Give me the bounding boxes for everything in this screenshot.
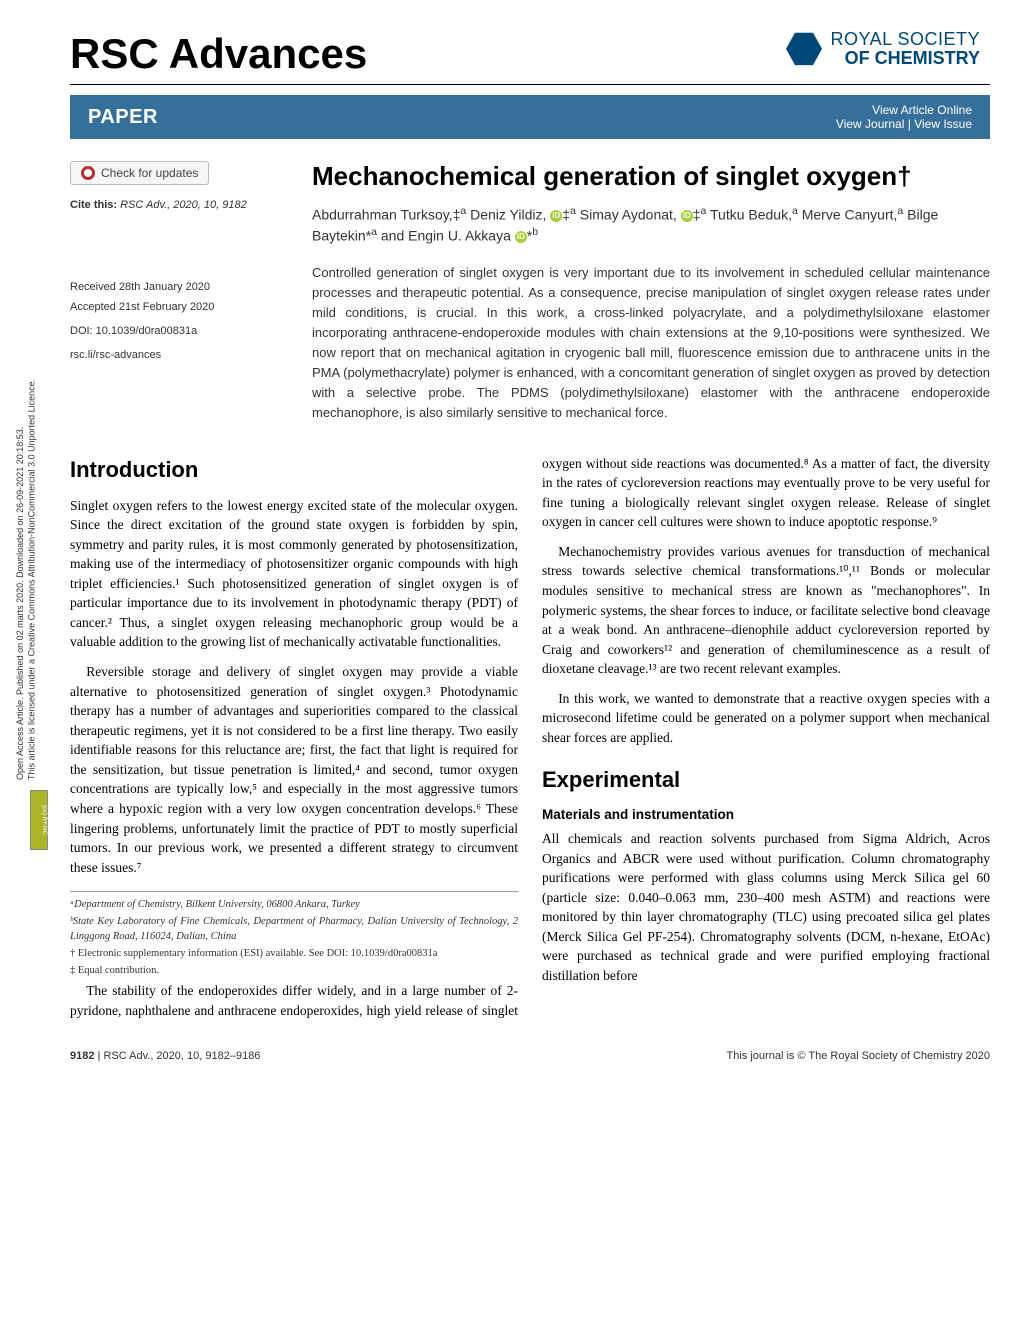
left-meta-column: Check for updates Cite this: RSC Adv., 2… bbox=[70, 161, 290, 424]
crossmark-icon bbox=[81, 166, 95, 180]
citation: Cite this: RSC Adv., 2020, 10, 9182 bbox=[70, 199, 290, 211]
cite-rest: RSC Adv., 2020, 10, 9182 bbox=[117, 199, 247, 211]
view-article-link[interactable]: View Article Online bbox=[872, 103, 972, 117]
intro-paragraph: Reversible storage and delivery of singl… bbox=[70, 662, 518, 877]
affiliation-b: ᵇState Key Laboratory of Fine Chemicals,… bbox=[70, 915, 518, 943]
page-footer: 9182 | RSC Adv., 2020, 10, 9182–9186 Thi… bbox=[70, 1050, 990, 1092]
received-date: Received 28th January 2020 bbox=[70, 281, 290, 293]
intro-paragraph: Singlet oxygen refers to the lowest ener… bbox=[70, 496, 518, 653]
footnote-dagger: † Electronic supplementary information (… bbox=[70, 947, 518, 961]
view-journal-link[interactable]: View Journal bbox=[836, 117, 904, 131]
license-sidebar: Open Access Article. Published on 02 mar… bbox=[15, 280, 35, 780]
intro-paragraph: In this work, we wanted to demonstrate t… bbox=[542, 689, 990, 748]
page-number: 9182 bbox=[70, 1050, 94, 1062]
intro-paragraph: Mechanochemistry provides various avenue… bbox=[542, 542, 990, 679]
divider bbox=[70, 84, 990, 85]
experimental-subheading: Materials and instrumentation bbox=[542, 805, 990, 825]
affiliation-a: ᵃDepartment of Chemistry, Bilkent Univer… bbox=[70, 898, 518, 912]
body-columns: Introduction Singlet oxygen refers to th… bbox=[70, 454, 990, 1021]
cc-badge: (cc) BY-NC bbox=[30, 790, 48, 850]
publisher-line1: ROYAL SOCIETY bbox=[830, 30, 980, 49]
author-list: Abdurrahman Turksoy,‡a Deniz Yildiz, iD‡… bbox=[312, 204, 990, 247]
footer-copyright: This journal is © The Royal Society of C… bbox=[727, 1050, 990, 1062]
license-line2: This article is licensed under a Creativ… bbox=[27, 379, 37, 780]
doi: DOI: 10.1039/d0ra00831a bbox=[70, 325, 290, 337]
right-header-column: Mechanochemical generation of singlet ox… bbox=[312, 161, 990, 424]
footer-left: 9182 | RSC Adv., 2020, 10, 9182–9186 bbox=[70, 1050, 260, 1062]
article-title: Mechanochemical generation of singlet ox… bbox=[312, 161, 990, 192]
accepted-date: Accepted 21st February 2020 bbox=[70, 301, 290, 313]
check-updates-label: Check for updates bbox=[101, 166, 198, 180]
hexagon-icon bbox=[786, 31, 822, 67]
abstract: Controlled generation of singlet oxygen … bbox=[312, 263, 990, 424]
cite-prefix: Cite this: bbox=[70, 199, 117, 211]
article-type-bar: PAPER View Article Online View Journal |… bbox=[70, 95, 990, 139]
check-updates-button[interactable]: Check for updates bbox=[70, 161, 209, 185]
affiliations-footnotes: ᵃDepartment of Chemistry, Bilkent Univer… bbox=[70, 891, 518, 978]
experimental-paragraph: All chemicals and reaction solvents purc… bbox=[542, 829, 990, 986]
publisher-logo: ROYAL SOCIETY OF CHEMISTRY bbox=[786, 30, 980, 68]
experimental-heading: Experimental bbox=[542, 764, 990, 796]
publisher-line2: OF CHEMISTRY bbox=[830, 49, 980, 68]
introduction-heading: Introduction bbox=[70, 454, 518, 486]
article-type-label: PAPER bbox=[88, 106, 158, 129]
footnote-ddagger: ‡ Equal contribution. bbox=[70, 964, 518, 978]
license-line1: Open Access Article. Published on 02 mar… bbox=[15, 427, 25, 780]
footer-citation: | RSC Adv., 2020, 10, 9182–9186 bbox=[94, 1050, 260, 1062]
journal-slug: rsc.li/rsc-advances bbox=[70, 349, 290, 361]
view-issue-link[interactable]: View Issue bbox=[914, 117, 972, 131]
